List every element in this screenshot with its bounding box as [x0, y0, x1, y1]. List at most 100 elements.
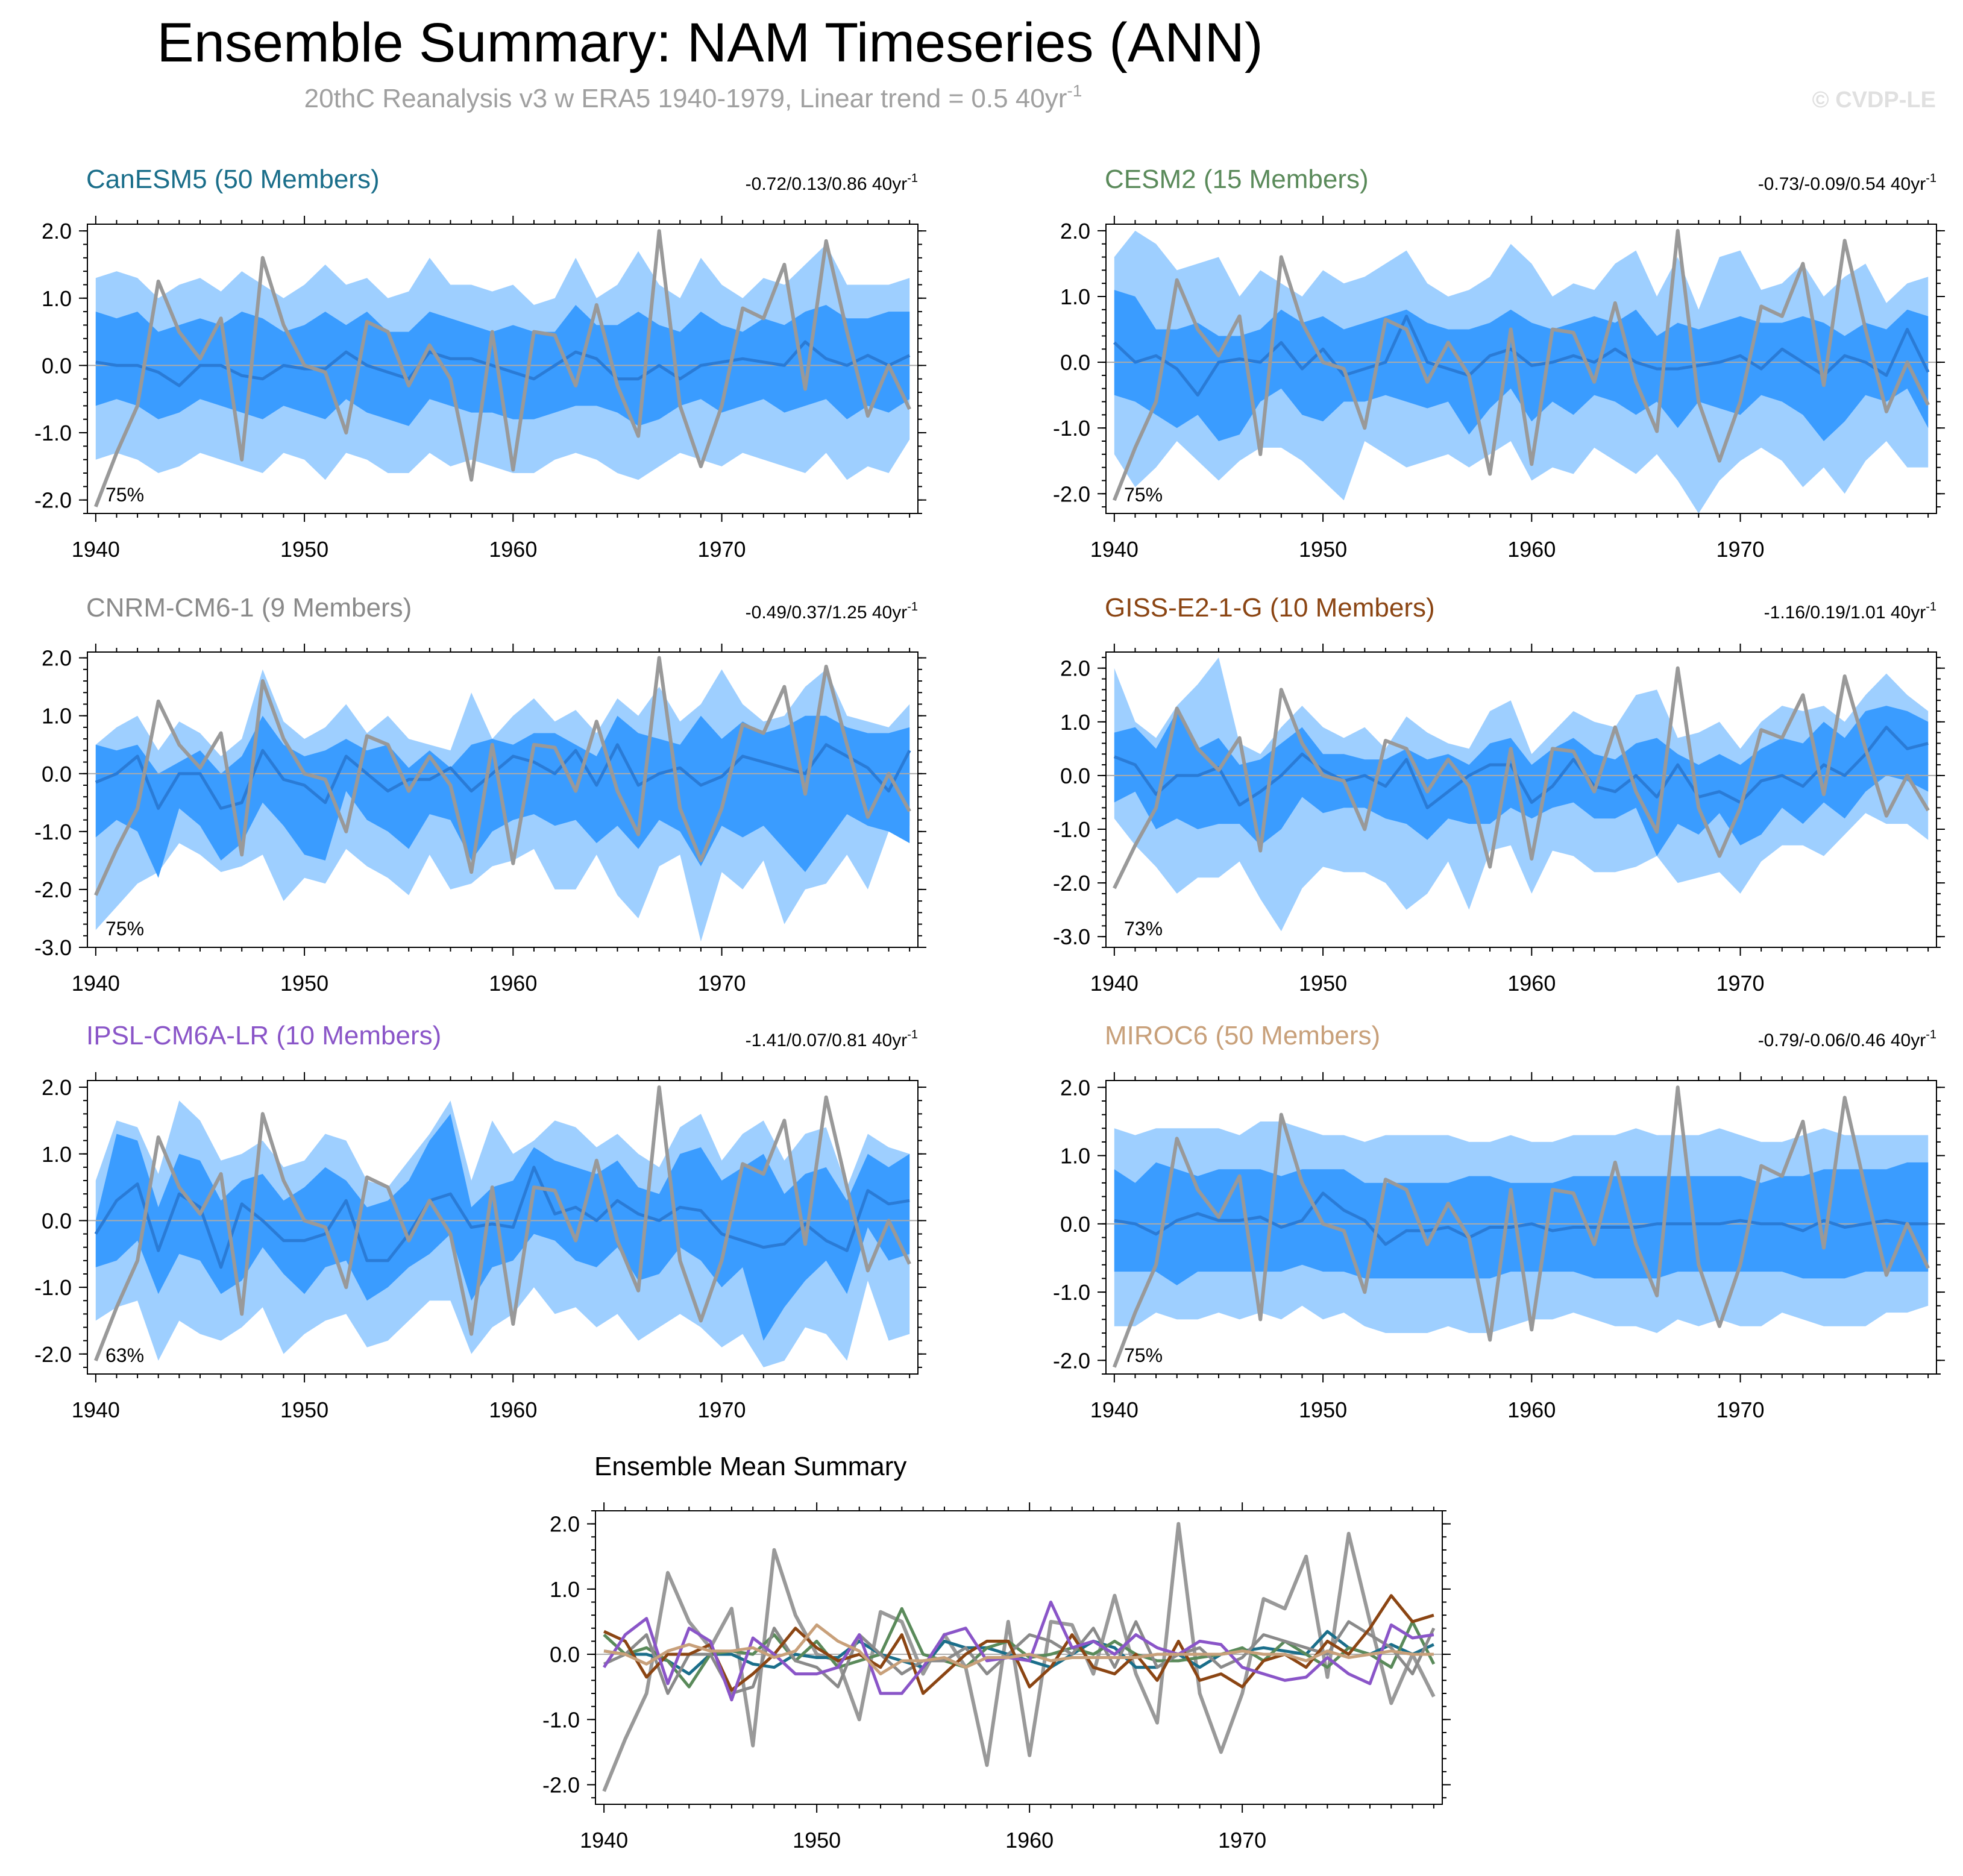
- plot-frame: [1105, 651, 1937, 948]
- y-tick-label: 2.0: [42, 219, 72, 243]
- y-tick-label: 1.0: [550, 1577, 580, 1602]
- plot-frame: [87, 224, 919, 514]
- panel-title: CanESM5 (50 Members): [86, 165, 380, 194]
- panel-title: CESM2 (15 Members): [1105, 165, 1369, 194]
- observed-series-line: [1113, 666, 1930, 889]
- subtitle-superscript: -1: [1067, 81, 1082, 100]
- plot-frame: [1105, 224, 1937, 514]
- x-tick-label: 1960: [489, 1398, 537, 1422]
- trend-values: -0.73/-0.09/0.54 40yr: [1758, 174, 1926, 194]
- y-tick-label: 2.0: [42, 646, 72, 671]
- tick-marks: [1098, 644, 1945, 956]
- observed-series-line: [602, 1522, 1436, 1792]
- inner-percentile-band: [1114, 290, 1929, 441]
- percent-label: 75%: [105, 484, 144, 506]
- observed-series-line: [94, 229, 911, 507]
- x-tick-label: 1960: [489, 971, 537, 996]
- plot-area: [1106, 657, 1936, 932]
- percent-label: 75%: [1124, 1344, 1163, 1366]
- plot-area: [1106, 228, 1936, 513]
- series-line-giss-e2-1-g: [603, 1594, 1434, 1695]
- trend-values: -0.79/-0.06/0.46 40yr: [1758, 1031, 1926, 1050]
- x-tick-label: 1940: [1090, 537, 1139, 562]
- tick-marks: [587, 1502, 1451, 1813]
- trend-label: -1.16/0.19/1.01 40yr-1: [1764, 600, 1936, 623]
- y-tick-label: -1.0: [34, 1275, 72, 1300]
- tick-marks: [79, 216, 926, 522]
- main-title: Ensemble Summary: NAM Timeseries (ANN): [157, 12, 1263, 74]
- y-tick-label: -1.0: [34, 820, 72, 844]
- y-tick-label: -3.0: [34, 935, 72, 960]
- y-tick-label: 0.0: [42, 1208, 72, 1233]
- x-tick-label: 1970: [697, 971, 746, 996]
- series-line-canesm5: [603, 1630, 1434, 1676]
- trend-superscript: -1: [1926, 600, 1936, 613]
- y-tick-label: 1.0: [42, 1142, 72, 1167]
- y-tick-label: 1.0: [42, 704, 72, 729]
- x-tick-label: 1940: [72, 537, 120, 562]
- observed-series-line: [94, 656, 911, 896]
- series-line-miroc6: [603, 1623, 1434, 1676]
- panel-title: Ensemble Mean Summary: [594, 1452, 906, 1481]
- subtitle-text: 20thC Reanalysis v3 w ERA5 1940-1979, Li…: [304, 84, 1067, 113]
- observed-series-line: [1112, 1085, 1930, 1368]
- x-tick-label: 1970: [1716, 971, 1764, 996]
- y-tick-label: 2.0: [1060, 219, 1090, 243]
- ensemble-mean-line: [1114, 1191, 1929, 1246]
- trend-superscript: -1: [907, 600, 918, 613]
- x-tick-label: 1970: [1716, 1398, 1764, 1422]
- plot-area: [1106, 1085, 1936, 1368]
- observed-series-line: [1113, 228, 1930, 501]
- y-tick-label: 0.0: [42, 353, 72, 378]
- y-tick-label: 0.0: [1060, 1212, 1090, 1237]
- x-tick-label: 1940: [72, 971, 120, 996]
- plot-area: [87, 656, 918, 942]
- series-line-ipsl-cm6a-lr: [603, 1601, 1434, 1702]
- trend-label: -1.41/0.07/0.81 40yr-1: [746, 1028, 918, 1050]
- tick-marks: [1098, 1072, 1945, 1382]
- x-tick-label: 1970: [697, 537, 746, 562]
- trend-superscript: -1: [907, 172, 918, 185]
- x-tick-label: 1960: [1507, 537, 1556, 562]
- y-tick-label: 1.0: [1060, 284, 1090, 309]
- y-tick-label: -1.0: [1053, 1280, 1090, 1305]
- x-tick-label: 1970: [1218, 1828, 1266, 1852]
- tick-marks: [79, 1072, 926, 1382]
- x-tick-label: 1950: [793, 1828, 841, 1852]
- panel-title: IPSL-CM6A-LR (10 Members): [86, 1021, 441, 1050]
- y-tick-label: -2.0: [34, 488, 72, 513]
- y-tick-label: -2.0: [1053, 482, 1090, 506]
- y-tick-label: -1.0: [542, 1707, 580, 1732]
- plot-frame: [595, 1510, 1443, 1805]
- panel-ipsl-cm6a-lr: 2.0 1.0 0.0 -1.0 -2.0 1940 1950 1960 1970 IPSL-CM…: [34, 1021, 926, 1422]
- ensemble-mean-line: [95, 743, 911, 810]
- tick-marks: [1098, 216, 1945, 522]
- trend-label: -0.79/-0.06/0.46 40yr-1: [1758, 1028, 1936, 1050]
- y-tick-label: -1.0: [34, 421, 72, 445]
- y-tick-label: 0.0: [1060, 764, 1090, 788]
- copyright-label: © CVDP-LE: [1812, 87, 1936, 113]
- x-tick-label: 1950: [1299, 537, 1347, 562]
- panel-cesm2: 2.0 1.0 0.0 -1.0 -2.0 1940 1950 1960 1970 CESM2 (…: [1053, 165, 1945, 562]
- x-tick-label: 1950: [280, 537, 328, 562]
- x-tick-label: 1950: [280, 1398, 328, 1422]
- y-tick-label: -1.0: [1053, 817, 1090, 842]
- x-tick-label: 1950: [1299, 1398, 1347, 1422]
- x-tick-label: 1940: [72, 1398, 120, 1422]
- y-tick-label: 2.0: [1060, 1075, 1090, 1100]
- plot-area: [87, 1085, 918, 1367]
- x-tick-label: 1950: [1299, 971, 1347, 996]
- panel-ensemble-mean-summary: 2.0 1.0 0.0 -1.0 -2.0 1940 1950 1960 1970 Ensembl…: [542, 1452, 1451, 1852]
- plot-area: [87, 229, 918, 507]
- x-tick-label: 1940: [580, 1828, 628, 1852]
- panel-title: CNRM-CM6-1 (9 Members): [86, 593, 412, 623]
- trend-superscript: -1: [1926, 1028, 1936, 1041]
- percent-label: 75%: [1124, 484, 1163, 506]
- y-tick-label: 2.0: [550, 1512, 580, 1537]
- x-tick-label: 1960: [489, 537, 537, 562]
- inner-percentile-band: [95, 1114, 910, 1341]
